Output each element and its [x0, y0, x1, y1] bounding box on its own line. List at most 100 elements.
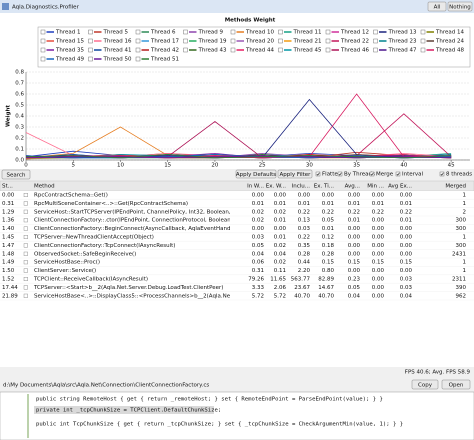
legend-label[interactable]: Thread 21 [293, 39, 322, 45]
nothing-button[interactable] [447, 1, 473, 12]
legend-checkbox[interactable] [88, 29, 93, 35]
legend-checkbox[interactable] [40, 38, 46, 44]
legend-checkbox[interactable] [40, 56, 46, 62]
legend-checkbox[interactable] [278, 29, 283, 35]
search-button[interactable] [1, 169, 31, 180]
filter-checkbox-label[interactable]: Flatten [322, 172, 342, 178]
copy-button[interactable] [411, 379, 439, 390]
legend-label[interactable]: Thread 13 [388, 30, 417, 36]
row-expander[interactable] [23, 192, 28, 197]
legend-checkbox[interactable] [373, 47, 378, 53]
method-cell[interactable]: ClientConnectionFactory::TcpConnect(IAsy… [34, 243, 175, 249]
copy-button-label[interactable]: Copy [418, 382, 433, 388]
column-header[interactable]: Ex. Ti... [314, 184, 334, 190]
legend-label[interactable]: Thread 46 [340, 48, 369, 54]
legend-label[interactable]: Thread 35 [55, 48, 84, 54]
legend-checkbox[interactable] [420, 38, 426, 44]
legend-label[interactable]: Thread 49 [55, 57, 84, 63]
row-expander[interactable] [23, 268, 28, 273]
legend-label[interactable]: Thread 11 [293, 30, 322, 36]
nothing-button-label[interactable]: Nothing [449, 4, 471, 10]
row-expander[interactable] [23, 201, 28, 206]
method-cell[interactable]: ServiceHost::StartTCPServer(IPEndPoint, … [34, 209, 252, 215]
legend-checkbox[interactable] [40, 47, 46, 53]
column-header[interactable]: St... [2, 184, 13, 190]
column-header[interactable]: Ex. W... [266, 184, 287, 190]
legend-label[interactable]: Thread 48 [435, 48, 464, 54]
legend-checkbox[interactable] [88, 56, 93, 62]
row-expander[interactable] [23, 209, 28, 214]
row-expander[interactable] [23, 277, 28, 282]
method-cell[interactable]: ClientConnectionFactory::.ctor(IPEndPoin… [34, 218, 254, 224]
legend-label[interactable]: Thread 44 [245, 48, 274, 54]
legend-checkbox[interactable] [325, 38, 331, 44]
legend-checkbox[interactable] [420, 29, 426, 35]
filter-checkbox[interactable] [315, 171, 321, 177]
column-header[interactable]: In W... [247, 184, 264, 190]
apply-defaults-button-label[interactable]: Apply Defaults [236, 172, 276, 178]
row-expander[interactable] [23, 218, 28, 223]
threads-checkbox[interactable] [439, 171, 445, 177]
column-header[interactable]: Inclu... [292, 184, 311, 190]
method-cell[interactable]: ServiceHostBase<..>::DisplayClass5::<Pro… [34, 293, 264, 299]
filter-checkbox[interactable] [337, 171, 343, 177]
legend-checkbox[interactable] [135, 38, 141, 44]
legend-label[interactable]: Thread 16 [103, 39, 132, 45]
legend-checkbox[interactable] [183, 38, 188, 44]
column-header[interactable]: Min ... [367, 184, 384, 190]
legend-label[interactable]: Thread 22 [340, 39, 369, 45]
legend-checkbox[interactable] [373, 38, 378, 44]
legend-checkbox[interactable] [278, 38, 283, 44]
legend-checkbox[interactable] [183, 47, 188, 53]
method-cell[interactable]: TCPClient::ReceiveCallback(IAsyncResult) [33, 277, 148, 283]
legend-checkbox[interactable] [420, 47, 426, 53]
row-expander[interactable] [23, 285, 28, 290]
method-cell[interactable]: RpcContractSchema::Get() [34, 193, 108, 199]
legend-label[interactable]: Thread 5 [103, 30, 129, 36]
legend-checkbox[interactable] [230, 38, 236, 44]
legend-checkbox[interactable] [135, 29, 141, 35]
row-expander[interactable] [23, 234, 28, 239]
filter-checkbox-label[interactable]: Interval [402, 172, 424, 178]
row-expander[interactable] [23, 293, 28, 298]
method-cell[interactable]: TCPServer::NewThreadClientAccept(Object) [33, 235, 154, 241]
legend-checkbox[interactable] [183, 29, 188, 35]
method-cell[interactable]: TCPServer::<Start>b__2(Aqla.Net.Server.D… [33, 285, 223, 291]
legend-label[interactable]: Thread 42 [150, 48, 179, 54]
filter-checkbox-label[interactable]: Merge [376, 172, 394, 178]
legend-label[interactable]: Thread 24 [435, 39, 464, 45]
legend-checkbox[interactable] [278, 47, 283, 53]
legend-label[interactable]: Thread 47 [388, 48, 417, 54]
filter-checkbox[interactable] [369, 171, 375, 177]
apply-filter-button[interactable] [277, 169, 313, 179]
legend-label[interactable]: Thread 20 [245, 39, 274, 45]
row-expander[interactable] [23, 251, 28, 256]
legend-checkbox[interactable] [325, 47, 331, 53]
legend-checkbox[interactable] [325, 29, 331, 35]
legend-label[interactable]: Thread 50 [103, 57, 132, 63]
legend-label[interactable]: Thread 9 [198, 30, 224, 36]
row-expander[interactable] [23, 226, 28, 231]
column-header[interactable]: Merged [445, 184, 466, 190]
method-cell[interactable]: ClientServer::Service() [34, 268, 96, 274]
legend-checkbox[interactable] [135, 47, 141, 53]
legend-label[interactable]: Thread 41 [103, 48, 132, 54]
apply-defaults-button[interactable] [235, 169, 277, 179]
search-button-label[interactable]: Search [7, 172, 26, 178]
row-expander[interactable] [23, 243, 28, 248]
legend-checkbox[interactable] [230, 47, 236, 53]
legend-label[interactable]: Thread 19 [198, 39, 227, 45]
legend-checkbox[interactable] [230, 29, 236, 35]
all-button[interactable] [427, 1, 447, 12]
method-cell[interactable]: ObservedSocket::SafeBeginReceive() [34, 251, 136, 257]
filter-checkbox[interactable] [395, 171, 401, 177]
legend-label[interactable]: Thread 14 [435, 30, 464, 36]
legend-label[interactable]: Thread 45 [293, 48, 322, 54]
legend-label[interactable]: Thread 6 [150, 30, 176, 36]
all-button-label[interactable]: All [434, 4, 441, 10]
legend-label[interactable]: Thread 10 [245, 30, 274, 36]
legend-checkbox[interactable] [88, 38, 93, 44]
legend-label[interactable]: Thread 12 [340, 30, 369, 36]
open-button[interactable] [441, 379, 471, 390]
legend-checkbox[interactable] [135, 56, 141, 62]
